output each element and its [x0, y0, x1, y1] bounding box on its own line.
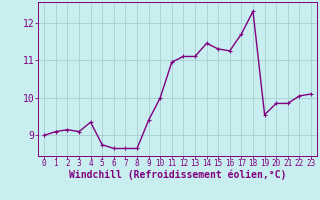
X-axis label: Windchill (Refroidissement éolien,°C): Windchill (Refroidissement éolien,°C) — [69, 169, 286, 180]
